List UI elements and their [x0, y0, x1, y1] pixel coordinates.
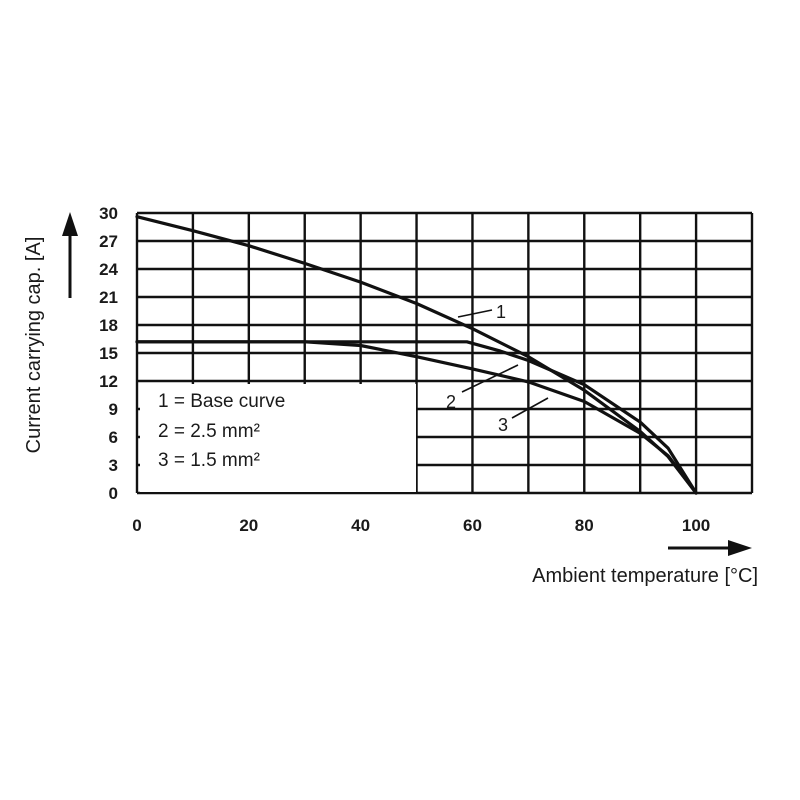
x-tick-label: 40 [351, 516, 370, 535]
y-axis-arrow [62, 212, 78, 298]
x-axis-label: Ambient temperature [°C] [532, 565, 758, 587]
x-axis-arrow [668, 540, 752, 556]
y-tick-label: 0 [109, 484, 118, 503]
curve-label-1-text: 1 [496, 302, 506, 322]
x-tick-label: 20 [239, 516, 258, 535]
y-tick-label: 6 [109, 428, 118, 447]
series-line-3 [135, 340, 698, 495]
curve-label-3-text: 3 [498, 415, 508, 435]
y-tick-label: 9 [109, 400, 118, 419]
curve-label-2: 2 [446, 364, 519, 412]
y-tick-label: 30 [99, 204, 118, 223]
x-tick-label: 80 [575, 516, 594, 535]
y-tick-label: 15 [99, 344, 118, 363]
legend-entry-3: 3 = 1.5 mm² [158, 450, 260, 471]
y-tick-label: 27 [99, 232, 118, 251]
y-tick-label: 24 [99, 260, 118, 279]
curve-label-2-text: 2 [446, 392, 456, 412]
legend-entry-1: 1 = Base curve [158, 391, 285, 412]
x-tick-label: 0 [132, 516, 141, 535]
y-tick-label: 3 [109, 456, 118, 475]
x-tick-label: 60 [463, 516, 482, 535]
y-tick-label: 12 [99, 372, 118, 391]
curves [135, 215, 698, 495]
x-tick-label: 100 [682, 516, 710, 535]
y-tick-label: 21 [99, 288, 118, 307]
y-tick-label: 18 [99, 316, 118, 335]
curve-label-1: 1 [457, 302, 506, 322]
curve-label-3: 3 [498, 397, 549, 435]
y-axis-label: Current carrying cap. [A] [23, 237, 45, 454]
legend-box [140, 384, 416, 492]
legend: 1 = Base curve 2 = 2.5 mm² 3 = 1.5 mm² [140, 384, 416, 492]
legend-entry-2: 2 = 2.5 mm² [158, 421, 260, 442]
